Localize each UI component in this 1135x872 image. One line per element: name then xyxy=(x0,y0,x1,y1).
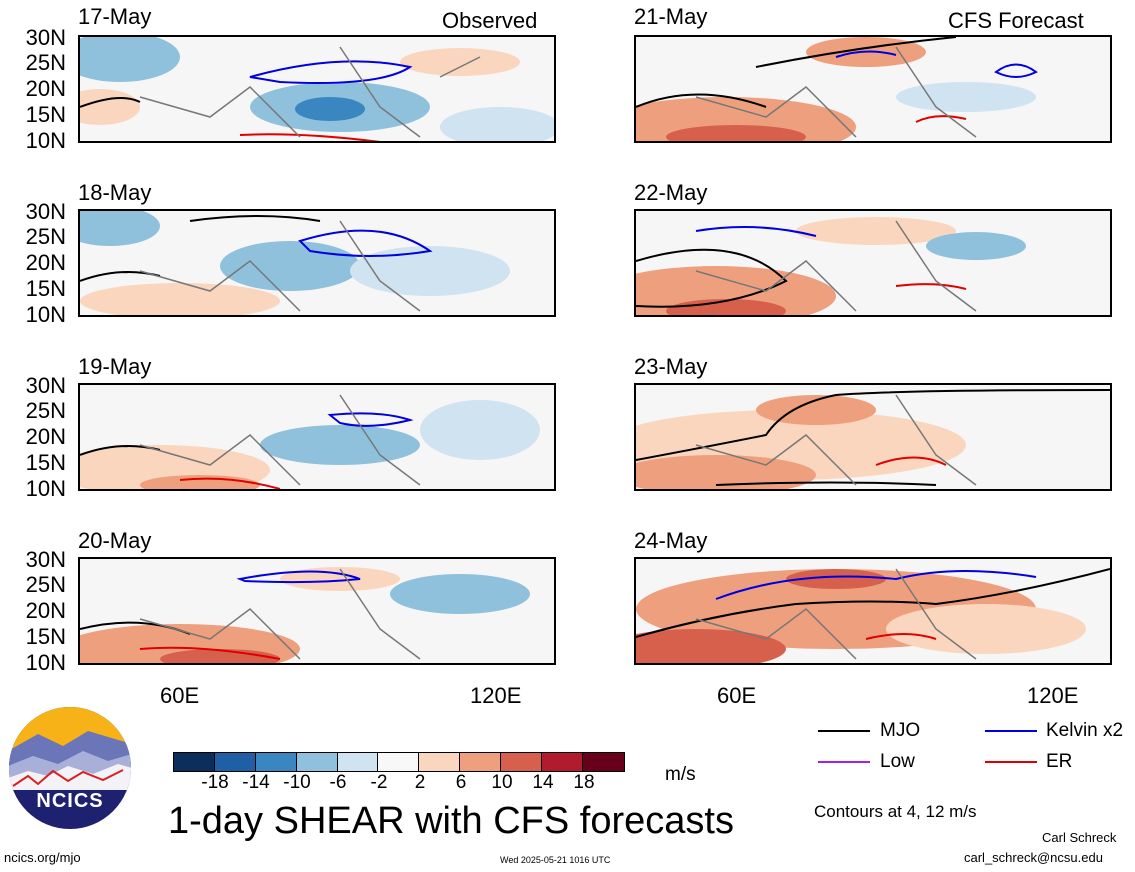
lat-tick: 10N xyxy=(25,650,66,675)
lat-tick: 25N xyxy=(25,224,66,249)
observed-title: Observed xyxy=(442,8,538,33)
colorbar-tick: 14 xyxy=(532,772,554,793)
main-title: 1-day SHEAR with CFS forecasts xyxy=(168,800,734,842)
map-panel-forecast-4 xyxy=(634,557,1112,665)
footer-url[interactable]: ncics.org/mjo xyxy=(4,850,81,865)
lat-tick: 15N xyxy=(25,276,66,301)
colorbar-swatch xyxy=(419,753,461,771)
lat-tick: 30N xyxy=(25,25,66,50)
lat-tick: 30N xyxy=(25,199,66,224)
panel-date-label: 18-May xyxy=(78,180,152,205)
footer-email[interactable]: carl_schreck@ncsu.edu xyxy=(964,850,1103,865)
colorbar-tick: -6 xyxy=(329,772,347,793)
lon-tick: 60E xyxy=(717,683,757,708)
lat-tick: 10N xyxy=(25,128,66,153)
lat-tick: 10N xyxy=(25,302,66,327)
colorbar-swatch xyxy=(460,753,502,771)
lon-tick: 120E xyxy=(470,683,522,708)
footer-timestamp: Wed 2025-05-21 1016 UTC xyxy=(500,855,611,865)
lat-tick: 15N xyxy=(25,450,66,475)
footer-author: Carl Schreck xyxy=(1042,830,1117,845)
lat-tick: 30N xyxy=(25,373,66,398)
map-panel-observed-3 xyxy=(78,383,556,491)
logo-text: NCICS xyxy=(36,790,104,812)
panel-date-label: 24-May xyxy=(634,528,708,553)
map-panel-forecast-2 xyxy=(634,209,1112,317)
lat-tick: 20N xyxy=(25,598,66,623)
panel-date-label: 19-May xyxy=(78,354,152,379)
lat-tick: 25N xyxy=(25,572,66,597)
legend-low-label: Low xyxy=(880,751,915,772)
panel-date-label: 17-May xyxy=(78,4,152,29)
colorbar-tick: 2 xyxy=(414,772,426,793)
colorbar-tick: 18 xyxy=(573,772,595,793)
panel-date-label: 22-May xyxy=(634,180,708,205)
contours-note: Contours at 4, 12 m/s xyxy=(814,802,977,821)
lon-tick: 60E xyxy=(160,683,200,708)
legend-mjo-line xyxy=(818,730,870,732)
legend-low-line xyxy=(818,761,870,763)
colorbar-tick: -14 xyxy=(242,772,270,793)
colorbar xyxy=(173,752,625,772)
colorbar-tick: 10 xyxy=(491,772,513,793)
lat-tick: 20N xyxy=(25,76,66,101)
ncics-logo: NCICS xyxy=(8,706,132,830)
map-panel-forecast-1 xyxy=(634,35,1112,143)
panel-date-label: 20-May xyxy=(78,528,152,553)
colorbar-swatch xyxy=(542,753,583,771)
legend-er-label: ER xyxy=(1046,751,1073,772)
lat-tick: 10N xyxy=(25,476,66,501)
colorbar-units: m/s xyxy=(665,764,696,785)
colorbar-swatch xyxy=(378,753,420,771)
panel-date-label: 21-May xyxy=(634,4,708,29)
colorbar-tick: -10 xyxy=(283,772,311,793)
map-panel-forecast-3 xyxy=(634,383,1112,491)
colorbar-tick: -18 xyxy=(201,772,229,793)
forecast-title: CFS Forecast xyxy=(948,8,1084,33)
colorbar-swatch xyxy=(296,753,338,771)
colorbar-swatch xyxy=(337,753,379,771)
colorbar-swatch xyxy=(582,753,624,771)
map-panel-observed-4 xyxy=(78,557,556,665)
legend-kelvin-label: Kelvin x2 xyxy=(1046,720,1124,741)
colorbar-swatch xyxy=(174,753,215,771)
lat-tick: 30N xyxy=(25,547,66,572)
legend-mjo-label: MJO xyxy=(880,720,921,741)
lat-tick: 25N xyxy=(25,50,66,75)
legend-kelvin-line xyxy=(985,730,1037,732)
lat-tick: 20N xyxy=(25,250,66,275)
colorbar-swatch xyxy=(214,753,256,771)
colorbar-tick: 6 xyxy=(455,772,467,793)
colorbar-swatch xyxy=(255,753,297,771)
map-panel-observed-2 xyxy=(78,209,556,317)
colorbar-swatch xyxy=(501,753,543,771)
lat-tick: 20N xyxy=(25,424,66,449)
legend-er-line xyxy=(985,761,1037,763)
map-panel-observed-1 xyxy=(78,35,556,143)
lat-tick: 25N xyxy=(25,398,66,423)
lon-tick: 120E xyxy=(1027,683,1079,708)
colorbar-tick: -2 xyxy=(370,772,388,793)
lat-tick: 15N xyxy=(25,624,66,649)
lat-tick: 15N xyxy=(25,102,66,127)
panel-date-label: 23-May xyxy=(634,354,708,379)
